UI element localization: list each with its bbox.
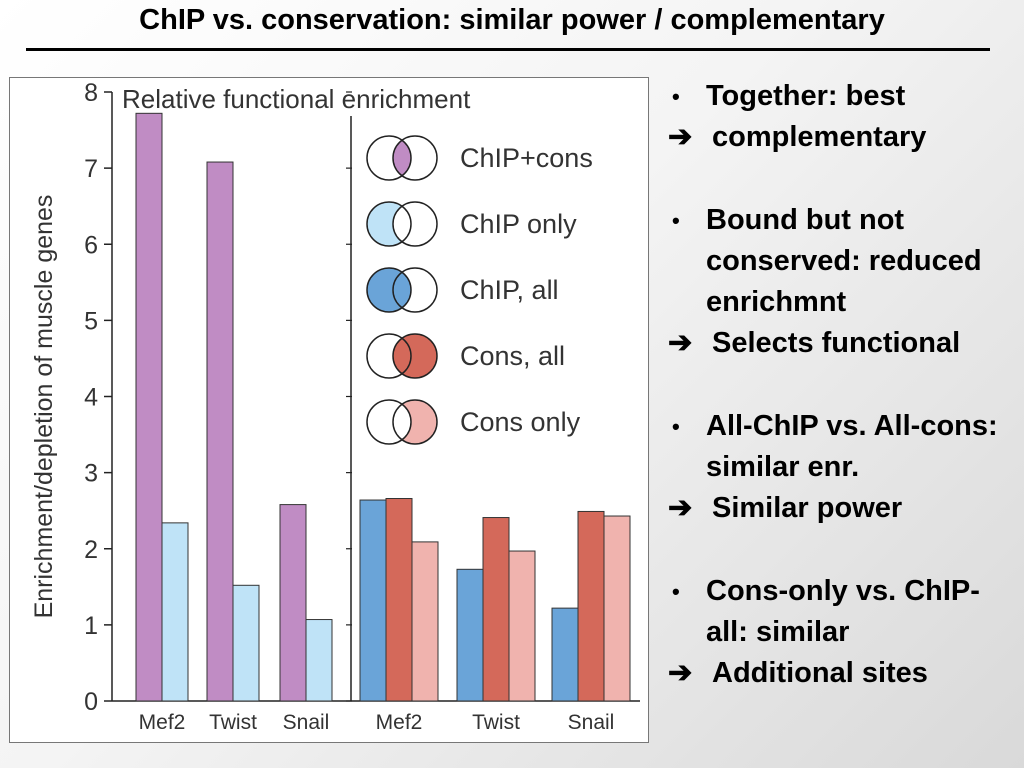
bullet-item: • Bound but not conserved: reduced enric…: [668, 200, 1018, 323]
arrow-icon: ➔: [668, 121, 693, 153]
legend-entry: ChIP+cons: [366, 135, 593, 181]
y-axis-label: Enrichment/depletion of muscle genes: [30, 195, 58, 619]
bar: [359, 499, 387, 702]
bullet-item: • Together: best: [668, 76, 1018, 117]
legend-label: Cons only: [460, 407, 581, 437]
venn-icon: [366, 201, 412, 247]
conclusion-line: ➔ complementary: [668, 117, 1018, 158]
bar: [482, 517, 510, 702]
bar: [161, 522, 189, 702]
conclusion-text: Additional sites: [712, 657, 928, 689]
arrow-icon: ➔: [668, 327, 693, 359]
conclusion-line: ➔ Similar power: [668, 488, 1018, 529]
chart-title: Relative functional enrichment: [122, 84, 471, 114]
y-tick-label: 0: [84, 688, 98, 716]
venn-icon: [366, 333, 412, 379]
bar: [456, 568, 484, 702]
bar: [603, 515, 631, 702]
conclusion-text: Selects functional: [712, 327, 961, 359]
venn-mask: [393, 202, 411, 246]
y-tick-label: 3: [84, 460, 98, 488]
x-tick-label: Mef2: [376, 711, 423, 734]
legend-label: ChIP only: [460, 209, 577, 239]
conclusion-text: complementary: [712, 121, 927, 153]
slide-title: ChIP vs. conservation: similar power / c…: [139, 4, 885, 36]
bar: [577, 510, 605, 702]
conclusion-line: ➔ Additional sites: [668, 653, 1018, 694]
x-tick-label: Snail: [283, 711, 330, 734]
y-tick-label: 2: [84, 536, 98, 564]
venn-icon: [392, 201, 438, 247]
title-divider: [26, 48, 990, 51]
legend-entry: Cons, all: [366, 333, 565, 379]
legend-entry: ChIP, all: [366, 267, 559, 313]
bullet-list: • Together: best ➔ complementary • Bound …: [668, 76, 1018, 694]
bullet-item: • Cons-only vs. ChIP-all: similar: [668, 571, 1018, 653]
bar: [135, 112, 163, 702]
conclusion-line: ➔ Selects functional: [668, 323, 1018, 364]
x-tick-label: Mef2: [139, 711, 186, 734]
bullet-dot: •: [672, 84, 680, 109]
venn-icon: [392, 333, 438, 379]
y-tick-label: 4: [84, 384, 98, 412]
bullet-text: Bound but not conserved: reduced enrichm…: [706, 204, 982, 318]
venn-icon: [392, 135, 438, 181]
bar: [385, 498, 413, 702]
y-tick-label: 5: [84, 307, 98, 335]
arrow-icon: ➔: [668, 657, 693, 689]
legend-label: ChIP, all: [460, 275, 559, 305]
venn-icon: [366, 267, 412, 313]
venn-fill: [393, 136, 411, 180]
y-tick-label: 8: [84, 79, 98, 107]
bar: [279, 504, 307, 702]
bullet-item: • All-ChIP vs. All-cons: similar enr.: [668, 406, 1018, 488]
venn-fill: [367, 268, 411, 312]
conclusion-text: Similar power: [712, 492, 903, 524]
chart-panel: 0 1 2 3 4 5 6 7 8 Enrichment/depletion of muscle …: [9, 77, 649, 743]
y-tick-label: 6: [84, 231, 98, 259]
venn-mask: [393, 400, 411, 444]
legend-entry: Cons only: [366, 399, 581, 445]
bullet-text: Together: best: [706, 80, 906, 112]
x-tick-label: Twist: [209, 711, 257, 734]
bullet-dot: •: [672, 579, 680, 604]
bullet-text: Cons-only vs. ChIP-all: similar: [706, 575, 980, 648]
bullet-text: All-ChIP vs. All-cons: similar enr.: [706, 410, 998, 483]
venn-icon: [392, 267, 438, 313]
venn-icon: [366, 399, 412, 445]
bar: [232, 584, 260, 702]
bar: [206, 161, 234, 702]
bar: [508, 550, 536, 702]
venn-icon: [392, 399, 438, 445]
bar: [305, 619, 333, 702]
enrichment-chart: 0 1 2 3 4 5 6 7 8 Enrichment/depletion of muscle …: [30, 79, 640, 734]
bullet-dot: •: [672, 208, 680, 233]
x-tick-label: Twist: [472, 711, 520, 734]
venn-fill: [393, 334, 437, 378]
arrow-icon: ➔: [668, 492, 693, 524]
legend-label: Cons, all: [460, 341, 565, 371]
y-tick-label: 7: [84, 155, 98, 183]
legend-entry: ChIP only: [366, 201, 577, 247]
legend-label: ChIP+cons: [460, 143, 593, 173]
bar: [551, 607, 579, 702]
venn-icon: [366, 135, 412, 181]
bar: [411, 541, 439, 702]
y-tick-label: 1: [84, 612, 98, 640]
bullet-dot: •: [672, 414, 680, 439]
x-tick-label: Snail: [568, 711, 615, 734]
